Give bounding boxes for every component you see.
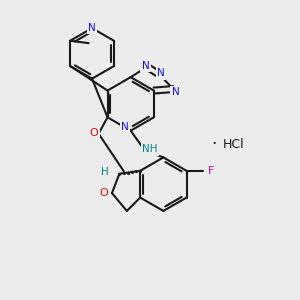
Text: HCl: HCl <box>222 138 244 151</box>
Text: ·: · <box>211 135 217 153</box>
Text: N: N <box>142 61 149 71</box>
Text: N: N <box>172 87 179 97</box>
Text: F: F <box>208 166 214 176</box>
Text: N: N <box>122 122 129 132</box>
Text: N: N <box>88 23 96 33</box>
Text: N: N <box>158 68 165 78</box>
Text: O: O <box>99 188 108 198</box>
Text: NH: NH <box>142 144 158 154</box>
Text: O: O <box>90 128 98 138</box>
Text: H: H <box>101 167 109 177</box>
